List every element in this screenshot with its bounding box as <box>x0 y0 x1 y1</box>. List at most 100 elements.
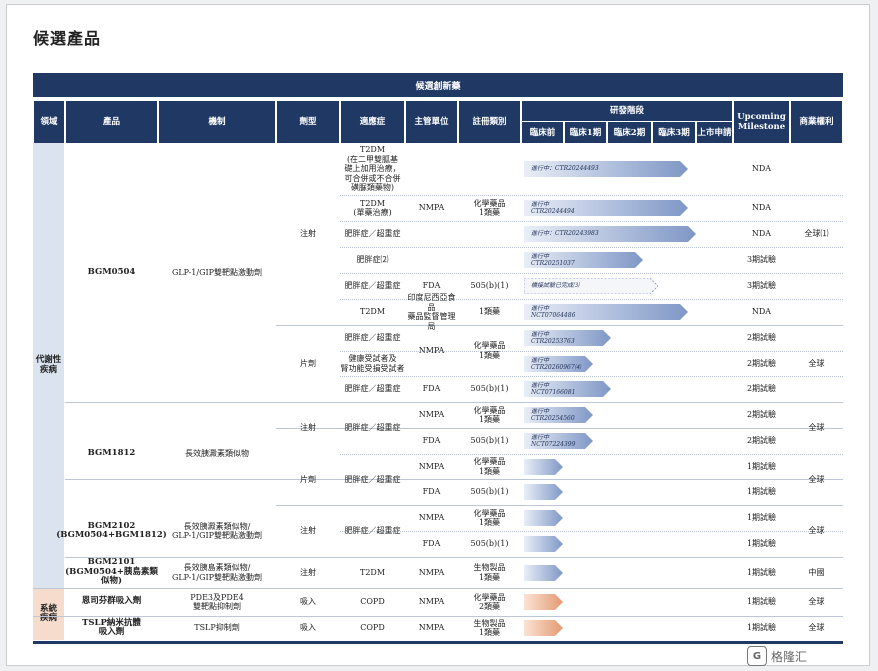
metabolic-area-bg <box>33 143 64 588</box>
regulator-cell: NMPA <box>418 623 445 633</box>
product-name: TSLP納米抗體 吸入劑 <box>82 617 141 637</box>
progress-bar-label: 進行中 CTR20260967⑷ <box>531 356 581 371</box>
area-header: 領域 <box>34 101 64 143</box>
row-divider <box>340 376 843 377</box>
progress-bar-label: 進行中：CTR20243983 <box>531 230 599 237</box>
row-divider <box>33 616 843 617</box>
product-mechanism: GLP-1/GIP雙靶點激動劑 <box>171 267 263 277</box>
product-name: BGM2101 (BGM0504+胰島素類似物) <box>65 557 158 587</box>
product-mechanism: 長效胰澱素類似物 <box>185 448 249 458</box>
progress-bar-label: 進行中 NCT07224399 <box>531 434 576 448</box>
page: 候選產品 候選創新藥 領域 產品 機制 劑型 適應症 主管單位 註冊類別 Upcoming Mi… <box>6 4 870 666</box>
progress-bar-label: 進行中 CTR20251037 <box>531 253 575 267</box>
indication-cell: 肥胖症／超重症 <box>344 229 401 239</box>
progress-arrow-shape <box>524 594 563 610</box>
milestone-cell: 2期試驗 <box>746 333 777 343</box>
row-divider <box>276 505 843 506</box>
product-mechanism: 長效胰島素類似物/GLP-1/GIP雙靶點激動劑 <box>171 563 263 582</box>
registration-cell: 生物製品 1類藥 <box>473 563 506 582</box>
milestone-cell: 3期試驗 <box>746 255 777 265</box>
stage-header: 臨床1期 <box>565 122 606 143</box>
registration-cell: 505(b)(1) <box>470 281 509 291</box>
progress-bar-label: 進行中 CTR20253763 <box>531 331 575 345</box>
progress-bar-label: 進行中 NCT07064486 <box>531 305 576 319</box>
progress-bar-label: 橋接試驗已完成⑶ <box>531 282 580 289</box>
regulator-cell: NMPA <box>418 203 445 213</box>
indication-cell: 肥胖症⑵ <box>356 255 389 265</box>
registration-cell: 505(b)(1) <box>470 436 509 446</box>
rights-cell: 全球 <box>808 623 825 633</box>
regulator-cell: NMPA <box>418 567 445 577</box>
milestone-cell: NDA <box>751 229 772 239</box>
row-divider <box>340 351 843 352</box>
product-name: BGM2102 (BGM0504+BGM1812) <box>56 520 167 540</box>
progress-arrow-shape <box>524 161 688 177</box>
indication-cell: 肥胖症／超重症 <box>344 333 401 343</box>
regulator-header: 主管單位 <box>406 101 457 143</box>
system-area-bg <box>33 588 64 640</box>
watermark-icon: G <box>747 646 767 666</box>
registration-header: 註冊類別 <box>459 101 520 143</box>
regulator-cell: FDA <box>422 436 441 446</box>
stage-header: 臨床2期 <box>608 122 651 143</box>
registration-cell: 505(b)(1) <box>470 487 509 497</box>
row-divider <box>340 273 843 274</box>
progress-arrow-shape <box>524 226 696 242</box>
rights-cell: 全球 <box>808 358 825 368</box>
regulator-cell: NMPA <box>418 410 445 420</box>
registration-cell: 505(b)(1) <box>470 539 509 549</box>
milestone-cell: 1期試驗 <box>746 597 777 607</box>
registration-cell: 化學藥品 1類藥 <box>473 341 506 360</box>
milestone-cell: 1期試驗 <box>746 539 777 549</box>
progress-arrow-shape <box>524 407 593 423</box>
milestone-header: Upcoming Milestone <box>734 101 789 143</box>
regulator-cell: NMPA <box>418 345 445 355</box>
progress-arrow-shape <box>524 433 593 449</box>
indication-cell: T2DM <box>359 307 386 317</box>
milestone-cell: 2期試驗 <box>746 384 777 394</box>
indication-cell: COPD <box>360 623 385 633</box>
product-name: BGM0504 <box>87 266 136 277</box>
progress-arrow-shape <box>524 278 658 294</box>
registration-cell: 化學藥品 1類藥 <box>473 405 506 425</box>
registration-cell: 化學藥品 1類藥 <box>473 457 506 476</box>
milestone-cell: 2期試驗 <box>746 358 777 368</box>
regulator-cell: FDA <box>422 281 441 291</box>
registration-cell: 化學藥品 1類藥 <box>473 508 506 528</box>
indication-header: 適應症 <box>341 101 404 143</box>
row-divider <box>340 195 843 196</box>
page-title: 候選產品 <box>33 29 102 48</box>
formulation-cell: 片劑 <box>300 474 316 484</box>
regulator-cell: FDA <box>422 384 441 394</box>
rights-cell: 全球 <box>808 423 825 433</box>
pipeline-progress-bar <box>524 484 563 500</box>
regulator-cell: NMPA <box>418 597 445 607</box>
progress-bar-label: 進行中 CTR20244494 <box>531 201 575 215</box>
indication-cell: T2DM <box>359 567 386 577</box>
milestone-cell: NDA <box>751 307 772 317</box>
regulator-cell: NMPA <box>418 513 445 523</box>
milestone-cell: 3期試驗 <box>746 281 777 291</box>
stage-header: 臨床3期 <box>653 122 695 143</box>
progress-bar-label: 進行中：CTR20244493 <box>531 165 599 172</box>
formulation-cell: 注射 <box>300 526 316 536</box>
indication-cell: 肥胖症／超重症 <box>344 281 401 291</box>
row-divider <box>276 325 843 326</box>
pipeline-progress-bar <box>524 620 563 636</box>
milestone-cell: 2期試驗 <box>746 436 777 446</box>
progress-arrow-shape <box>524 564 563 581</box>
progress-arrow-shape <box>524 304 688 320</box>
product-mechanism: PDE3及PDE4 雙靶點抑制劑 <box>190 592 244 612</box>
progress-arrow-shape <box>524 620 563 636</box>
regulator-cell: NMPA <box>418 461 445 471</box>
row-divider <box>276 428 843 429</box>
product-header: 產品 <box>66 101 157 143</box>
rights-header: 商業權利 <box>791 101 842 143</box>
stage-group-header: 研發階段 <box>522 101 732 121</box>
progress-arrow-shape <box>524 381 611 397</box>
registration-cell: 1類藥 <box>478 307 501 317</box>
product-mechanism: 長效胰澱素類似物/GLP-1/GIP雙靶點激動劑 <box>171 521 263 541</box>
indication-cell: T2DM (在二甲雙胍基 礎上加用治療， 可合併或不合併 磺脲類藥物) <box>344 145 401 193</box>
registration-cell: 505(b)(1) <box>470 384 509 394</box>
row-divider <box>340 454 843 455</box>
